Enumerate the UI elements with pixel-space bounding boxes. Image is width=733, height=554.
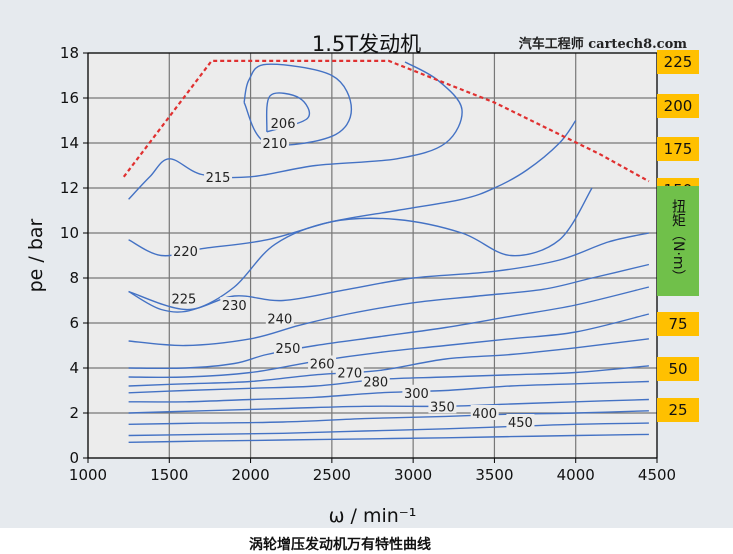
contour-label: 220 [173,245,198,260]
x-tick-label: 4000 [557,466,595,484]
torque-tick-label: 50 [657,357,699,381]
torque-tick-label: 25 [657,398,699,422]
contour-line [128,433,649,443]
contour-line [128,410,649,425]
y-tick-label: 18 [60,44,79,62]
contour-label-bg [204,168,233,184]
contour-label: 210 [263,137,288,152]
contour-label-bg [260,135,289,150]
contour-line [128,313,650,379]
contour-label: 400 [472,407,497,422]
x-tick-label: 4500 [638,466,676,484]
watermark: 汽车工程师 cartech8.com [518,37,687,52]
contour-line [128,422,649,437]
x-tick-label: 2500 [313,466,351,484]
contour-line [128,187,593,313]
caption-band [0,528,733,552]
contour-label: 250 [276,342,301,357]
y-tick-label: 14 [60,134,79,152]
contour-label: 230 [222,299,247,314]
y-tick-label: 10 [60,224,79,242]
contour-label-bg [171,243,200,258]
contour-label: 350 [430,400,455,415]
contour-label-bg [220,297,249,312]
contour-label-bg [308,355,337,371]
x-tick-label: 3000 [394,466,432,484]
contour-label-bg [470,405,499,420]
contour-label-bg [265,310,294,326]
x-tick-label: 1500 [150,466,188,484]
contour-label: 300 [404,387,429,402]
torque-tick-label: 200 [657,94,699,118]
contour-label-bg [273,339,302,355]
y-tick-label: 6 [69,314,79,332]
contour-label-bg [361,373,390,389]
y-tick-label: 8 [69,269,79,287]
contour-line [265,92,311,133]
contour-line [128,232,650,311]
contour-label-bg [335,364,364,380]
contour-label-bg [169,290,198,306]
x-axis-label: ω / min⁻¹ [329,505,417,527]
contour-label: 215 [206,171,231,186]
torque-axis-label: 扭矩（N·m） [657,186,699,296]
torque-tick-label: 225 [657,50,699,74]
contour-label: 450 [508,416,533,431]
y-tick-label: 16 [60,89,79,107]
contour-label-bg [506,414,535,429]
contour-line [128,263,650,347]
contour-label: 280 [363,376,388,391]
contour-line [128,286,650,370]
y-tick-label: 4 [69,359,79,377]
contour-label-bg [428,398,457,414]
contour-label: 240 [267,313,292,328]
chart-title: 1.5T发动机 [311,32,422,56]
x-tick-label: 3500 [475,466,513,484]
contour-label-bg [402,384,431,400]
contour-label: 225 [172,292,197,307]
full-load-limit-line [122,59,650,183]
contour-label: 260 [310,358,335,373]
y-tick-label: 2 [69,404,79,422]
contour-line [128,398,649,414]
x-tick-label: 1000 [69,466,107,484]
y-tick-label: 12 [60,179,79,197]
torque-tick-label: 175 [657,137,699,161]
x-tick-label: 2000 [231,466,269,484]
contour-line [128,338,649,387]
y-axis-label: pe / bar [25,218,47,292]
contour-label: 270 [337,367,362,382]
contour-label-bg [269,114,298,130]
contour-line [128,61,463,200]
y-tick-label: 0 [69,449,79,467]
contour-line [128,380,649,403]
figure-caption: 涡轮增压发动机万有特性曲线 [249,537,431,553]
contour-label: 206 [271,117,296,132]
torque-tick-label: 75 [657,312,699,336]
